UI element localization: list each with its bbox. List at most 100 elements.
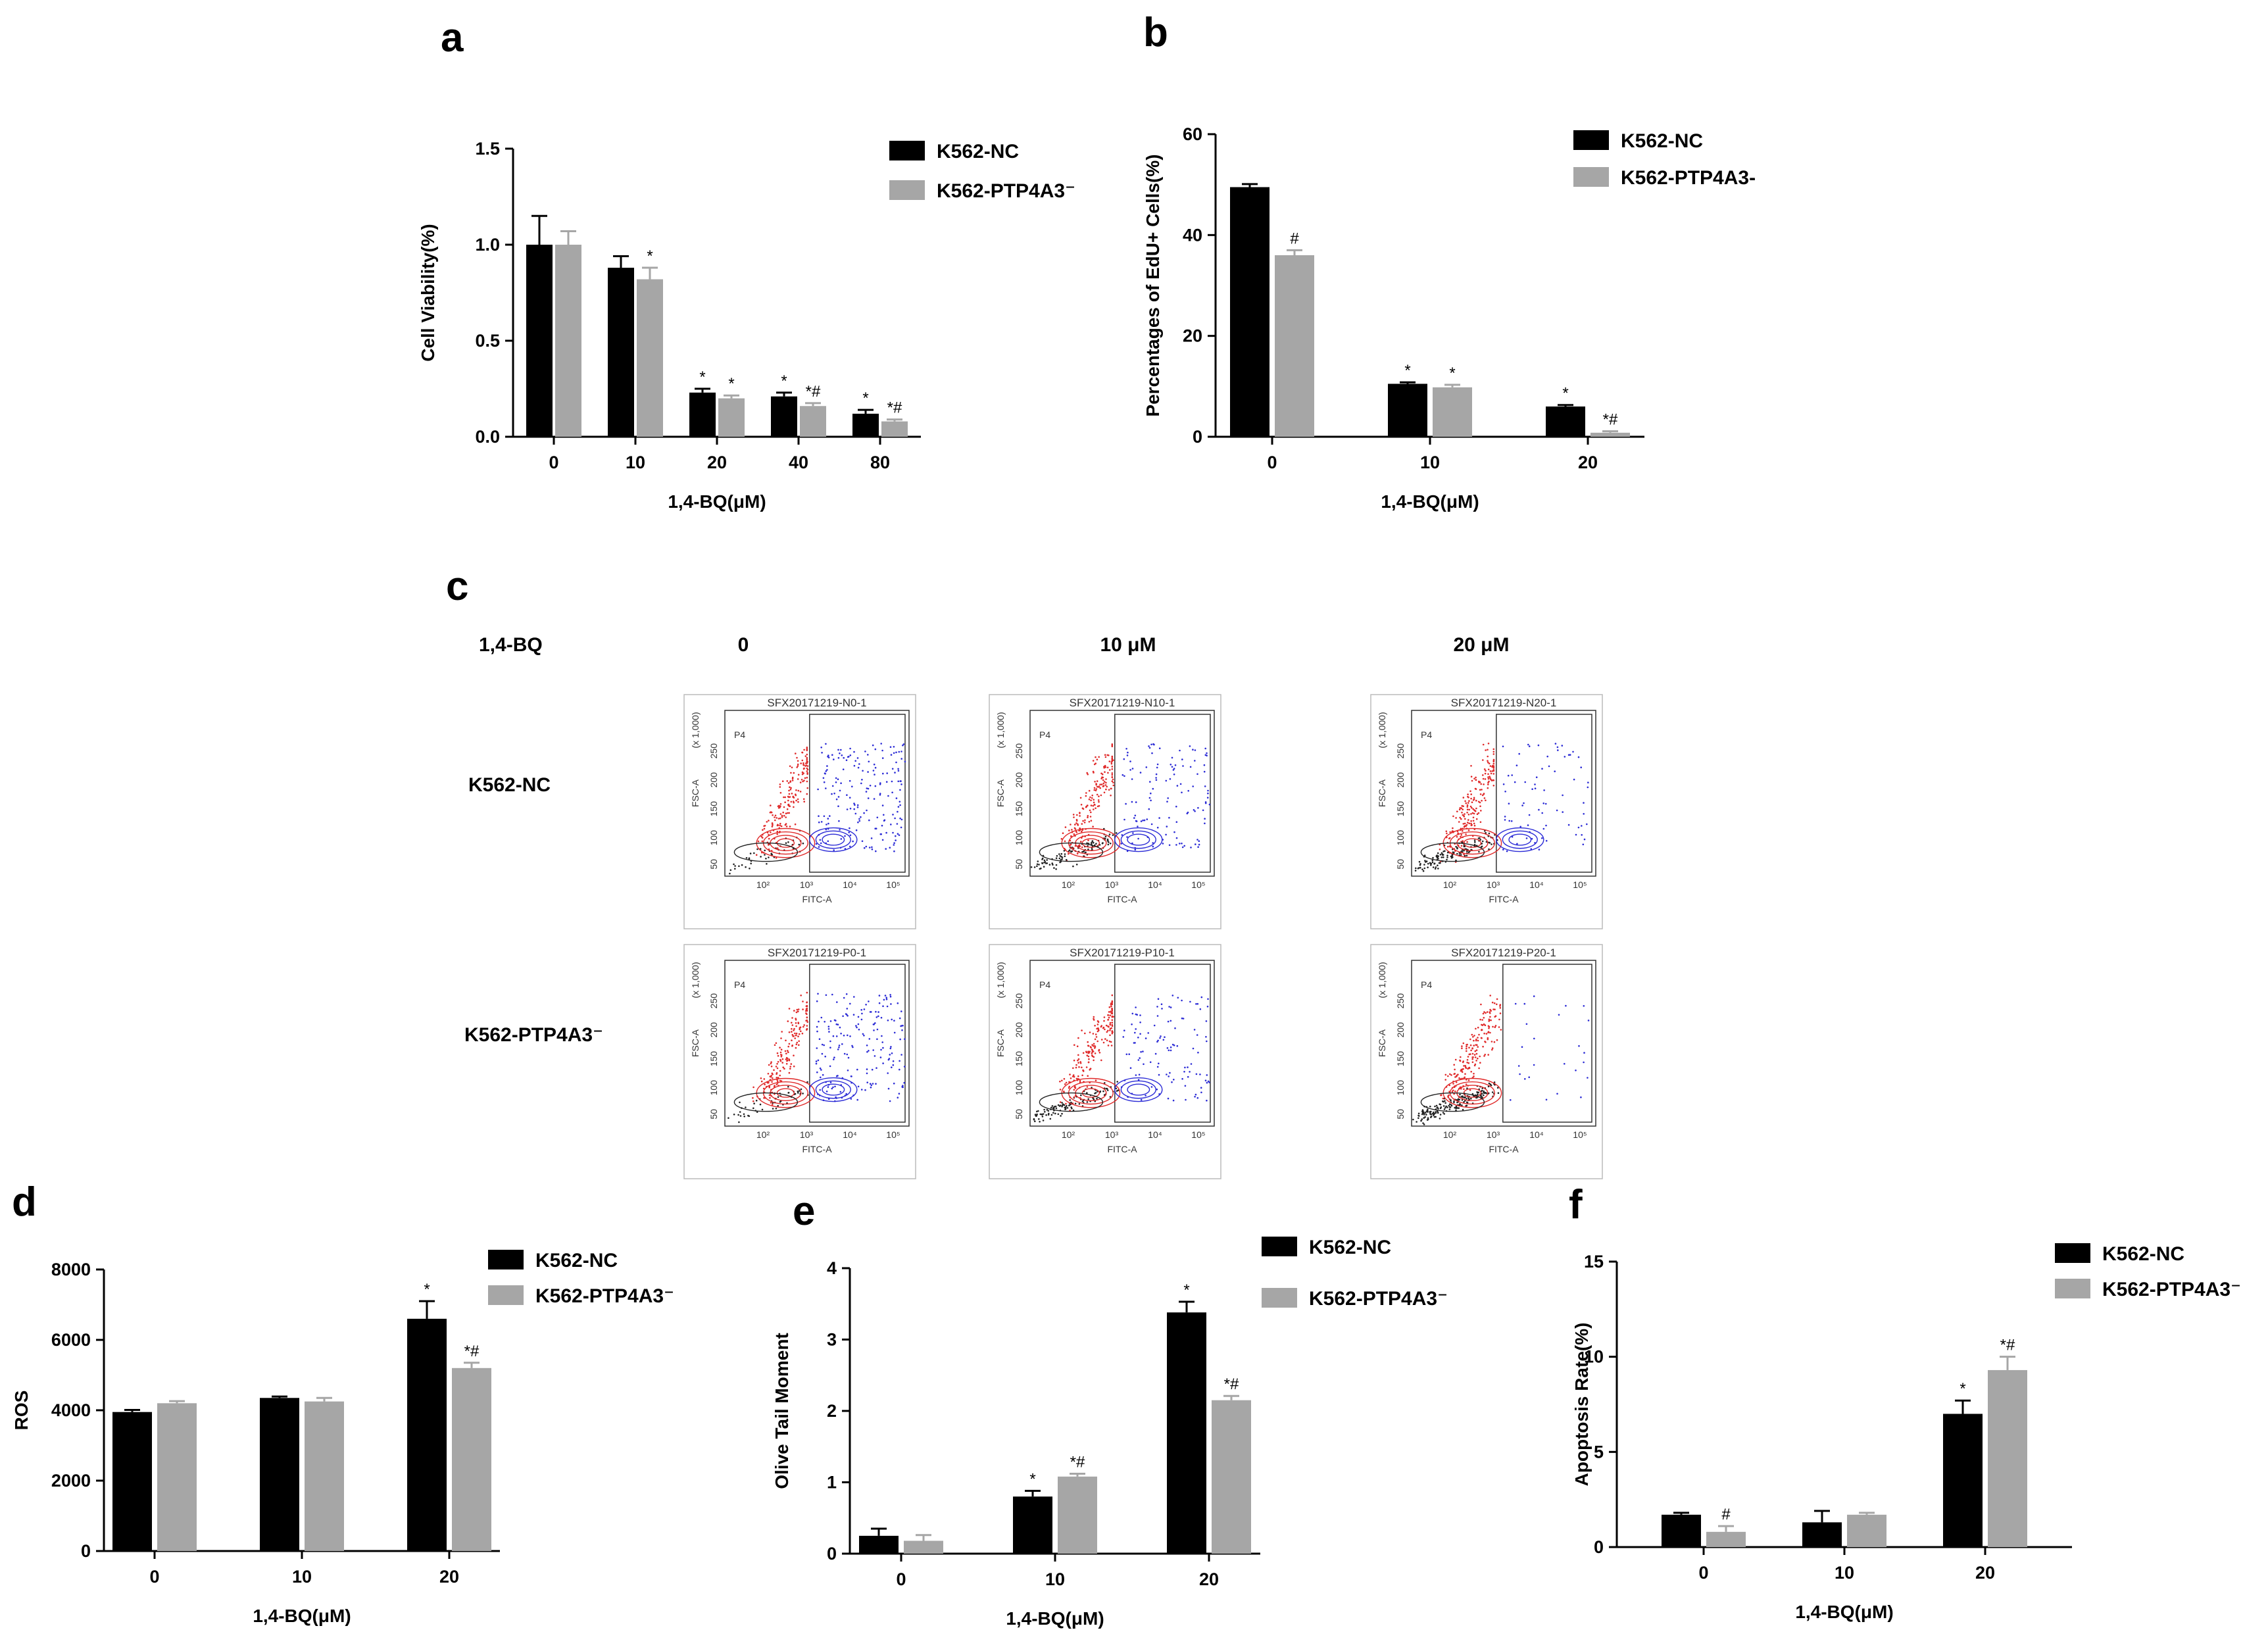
flow-event-dot — [1453, 1064, 1455, 1066]
flow-event-dot — [1069, 844, 1072, 846]
flow-event-dot — [795, 1043, 798, 1045]
flow-event-dot — [777, 1077, 779, 1079]
flow-event-dot — [1081, 846, 1083, 849]
flow-event-dot — [1094, 1093, 1096, 1095]
flow-event-dot — [1199, 1073, 1201, 1075]
flow-event-dot — [1452, 827, 1454, 829]
flow-event-dot — [1580, 766, 1582, 768]
flow-event-dot — [868, 1038, 871, 1040]
flow-plot-title: SFX20171219-P10-1 — [1070, 947, 1175, 959]
flow-event-dot — [861, 1012, 863, 1015]
flow-event-dot — [795, 1047, 797, 1049]
flow-event-dot — [1533, 1064, 1535, 1066]
flow-event-dot — [1554, 743, 1557, 745]
flow-event-dot — [1483, 1023, 1485, 1025]
flow-event-dot — [737, 1114, 739, 1116]
flow-event-dot — [1485, 1041, 1487, 1043]
flow-event-dot — [791, 1022, 793, 1024]
flow-event-dot — [1087, 1052, 1089, 1054]
flow-event-dot — [1123, 1029, 1125, 1031]
flow-event-dot — [1143, 1063, 1145, 1066]
flow-event-dot — [1106, 1031, 1108, 1033]
flow-event-dot — [1583, 1052, 1585, 1054]
flow-event-dot — [779, 806, 781, 808]
flow-event-dot — [1138, 1073, 1141, 1076]
flow-event-dot — [1427, 862, 1429, 865]
flow-event-dot — [1181, 843, 1183, 845]
flow-event-dot — [1155, 777, 1157, 779]
flow-event-dot — [1203, 770, 1206, 773]
flow-event-dot — [891, 768, 894, 770]
flow-event-dot — [1072, 1074, 1075, 1076]
flow-event-dot — [806, 1021, 808, 1023]
flow-event-dot — [1473, 777, 1475, 780]
flow-event-dot — [1110, 1045, 1113, 1047]
flow-event-dot — [835, 1023, 838, 1025]
flow-event-dot — [1175, 844, 1177, 846]
flow-plot-area — [724, 710, 910, 877]
flow-event-dot — [1108, 789, 1110, 791]
flow-event-dot — [1486, 1011, 1489, 1013]
flow-event-dot — [764, 1083, 766, 1085]
flow-plot-area — [1411, 960, 1596, 1127]
flow-event-dot — [1466, 804, 1469, 806]
flow-event-dot — [749, 868, 751, 870]
flow-event-dot — [1041, 1114, 1043, 1116]
flow-event-dot — [1150, 799, 1152, 802]
flow-event-dot — [1085, 806, 1087, 808]
flow-event-dot — [1450, 855, 1452, 858]
flow-event-dot — [1484, 772, 1487, 775]
flow-y-tick: 100 — [708, 830, 719, 846]
flow-event-dot — [1488, 1020, 1490, 1022]
flow-event-dot — [1422, 1122, 1424, 1124]
flow-event-dot — [783, 1068, 785, 1070]
flow-event-dot — [1510, 1099, 1512, 1101]
flow-event-dot — [1166, 826, 1168, 827]
flow-event-dot — [1087, 1098, 1089, 1100]
flow-event-dot — [1089, 809, 1091, 812]
flow-event-dot — [1111, 755, 1114, 758]
flow-event-dot — [1524, 1078, 1526, 1080]
flow-event-dot — [799, 1028, 801, 1031]
flow-event-dot — [1165, 779, 1168, 782]
flow-event-dot — [847, 1034, 849, 1037]
flow-event-dot — [1111, 1003, 1113, 1006]
flow-event-dot — [1183, 845, 1185, 847]
flow-event-dot — [1104, 1038, 1106, 1040]
flow-event-dot — [770, 1062, 772, 1065]
flow-event-dot — [1422, 870, 1425, 872]
flow-event-dot — [1439, 1107, 1442, 1110]
flow-event-dot — [823, 1044, 825, 1047]
flow-event-dot — [787, 1057, 789, 1060]
flow-event-dot — [1491, 843, 1492, 845]
flow-event-dot — [1036, 1110, 1038, 1113]
flow-event-dot — [837, 1048, 839, 1050]
flow-event-dot — [873, 1029, 875, 1031]
flow-event-dot — [839, 789, 841, 792]
flow-event-dot — [1168, 816, 1170, 819]
flow-event-dot — [887, 1058, 890, 1061]
flow-event-dot — [1091, 795, 1093, 797]
flow-event-dot — [1483, 1032, 1485, 1035]
flow-event-dot — [760, 856, 762, 858]
flow-event-dot — [1442, 1100, 1444, 1103]
flow-event-dot — [1460, 1056, 1462, 1058]
flow-event-dot — [1462, 829, 1464, 832]
flow-event-dot — [833, 849, 835, 851]
flow-event-dot — [1089, 1068, 1091, 1071]
flow-event-dot — [1454, 1058, 1457, 1061]
flow-event-dot — [1472, 820, 1475, 822]
flow-event-dot — [777, 1104, 779, 1107]
flow-event-dot — [1109, 1022, 1112, 1024]
flow-event-dot — [797, 763, 799, 766]
flow-event-dot — [804, 777, 806, 779]
flow-event-dot — [788, 1043, 791, 1045]
flow-event-dot — [1458, 1077, 1460, 1079]
flow-event-dot — [1102, 776, 1104, 779]
flow-event-dot — [851, 1045, 853, 1047]
flow-event-dot — [1111, 758, 1114, 761]
flow-event-dot — [1108, 833, 1111, 835]
flow-event-dot — [863, 1035, 865, 1037]
flow-event-dot — [1460, 854, 1462, 856]
